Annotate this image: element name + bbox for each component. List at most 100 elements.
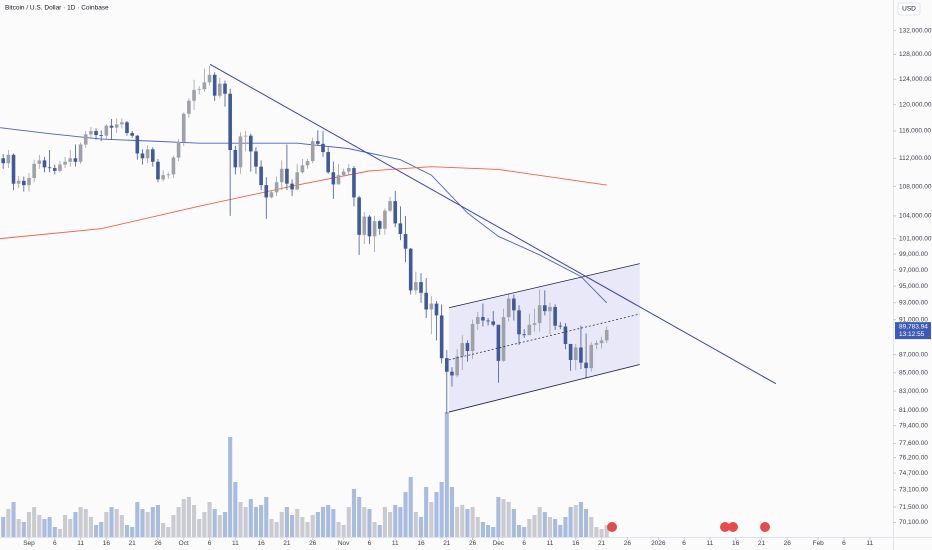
event-icon[interactable] bbox=[760, 522, 770, 532]
event-icon[interactable] bbox=[728, 522, 738, 532]
x-tick-label: 6 bbox=[682, 540, 686, 547]
volume-bar bbox=[186, 497, 191, 537]
candle-body bbox=[563, 326, 568, 344]
volume-bar bbox=[135, 502, 140, 537]
candle-body bbox=[553, 306, 557, 326]
candle-body bbox=[429, 303, 434, 310]
candle-body bbox=[604, 329, 609, 341]
volume-bar bbox=[465, 509, 470, 537]
volume-bar bbox=[537, 507, 542, 537]
volume-bar bbox=[382, 507, 387, 537]
event-icons[interactable] bbox=[607, 522, 770, 532]
volume-bar bbox=[346, 507, 351, 537]
event-icon[interactable] bbox=[607, 522, 617, 532]
volume-bar bbox=[140, 509, 145, 537]
x-tick-label: 11 bbox=[866, 540, 873, 547]
x-tick-label: Dec bbox=[493, 540, 505, 547]
currency: USD bbox=[902, 6, 916, 13]
candle-body bbox=[37, 160, 42, 164]
volume-bar bbox=[238, 502, 243, 537]
volume-bar bbox=[429, 502, 434, 537]
candle-body bbox=[543, 305, 547, 312]
volume-bar bbox=[516, 525, 522, 537]
candle-body bbox=[491, 321, 496, 325]
candle-body bbox=[486, 320, 490, 322]
candle-body bbox=[506, 298, 511, 318]
volume-bar bbox=[197, 519, 202, 537]
volume-bar bbox=[259, 505, 264, 537]
x-tick-label: Sep bbox=[23, 540, 35, 547]
volume-bar bbox=[73, 512, 78, 537]
volume-bar bbox=[166, 527, 171, 537]
volume-bar bbox=[558, 525, 563, 537]
candle-body bbox=[264, 185, 269, 198]
candle-body bbox=[532, 323, 537, 325]
volume-bar bbox=[161, 523, 166, 537]
candle-body bbox=[68, 158, 73, 162]
candle-body bbox=[243, 135, 248, 137]
volume-bar bbox=[553, 519, 558, 537]
candle-body bbox=[579, 347, 583, 363]
volume-bar bbox=[527, 519, 532, 537]
y-tick-label: 97,000.00 bbox=[899, 267, 928, 274]
volume-bar bbox=[439, 482, 444, 537]
volume-bar bbox=[124, 525, 130, 537]
volume-bar bbox=[150, 507, 155, 537]
candle-body bbox=[450, 371, 454, 376]
candle-body bbox=[181, 113, 186, 142]
volume-bar bbox=[315, 512, 320, 537]
currency-box[interactable] bbox=[897, 2, 921, 16]
candle-body bbox=[408, 248, 413, 291]
volume-bar bbox=[181, 499, 186, 537]
event-icon[interactable] bbox=[720, 522, 730, 532]
volume-bar bbox=[491, 527, 496, 537]
volume-bar bbox=[253, 507, 259, 537]
volume-bar bbox=[470, 507, 475, 537]
chart-title: Bitcoin / U.S. Dollar · 1D · Coinbase bbox=[5, 5, 109, 12]
candle-body bbox=[475, 317, 480, 324]
x-tick-label: 6 bbox=[368, 540, 372, 547]
y-tick-label: 104,000.00 bbox=[899, 213, 932, 220]
y-tick-label: 91,000.00 bbox=[899, 316, 928, 323]
candle-body bbox=[300, 165, 305, 173]
volume-bar bbox=[284, 507, 289, 537]
x-tick-label: 26 bbox=[784, 540, 792, 547]
volume-bar bbox=[57, 529, 63, 537]
volume-bar bbox=[393, 505, 398, 537]
candle-body bbox=[316, 141, 320, 144]
candle-body bbox=[434, 303, 439, 316]
candle-body bbox=[568, 343, 573, 360]
y-tick-label: 74,700.00 bbox=[899, 470, 928, 477]
candle-body bbox=[63, 161, 67, 165]
candle-body bbox=[305, 161, 310, 166]
candle-body bbox=[218, 83, 222, 96]
volume-bar bbox=[434, 492, 439, 537]
volume-bar bbox=[496, 497, 501, 537]
volume-bar bbox=[78, 507, 83, 537]
candle-body bbox=[481, 317, 485, 321]
candle-body bbox=[362, 216, 367, 235]
volume-bar bbox=[248, 499, 253, 537]
candle-body bbox=[259, 166, 263, 186]
volume-bar bbox=[305, 522, 310, 537]
candle-body bbox=[27, 177, 31, 186]
volume-bar bbox=[289, 515, 295, 537]
y-tick-label: 112,000.00 bbox=[899, 155, 931, 162]
volume-bar bbox=[320, 507, 326, 537]
y-tick-label: 120,000.00 bbox=[899, 101, 932, 108]
candle-body bbox=[548, 306, 552, 312]
volume-bar bbox=[331, 509, 336, 537]
y-tick-label: 77,600.00 bbox=[899, 440, 928, 447]
volume-bar bbox=[475, 517, 480, 537]
volume-bar bbox=[243, 507, 248, 537]
x-tick-label: 16 bbox=[257, 540, 265, 547]
candle-body bbox=[248, 135, 253, 152]
candle-body bbox=[99, 135, 104, 136]
candle-body bbox=[357, 197, 361, 235]
candle-body bbox=[383, 210, 387, 229]
candle-body bbox=[52, 168, 57, 171]
candle-body bbox=[114, 124, 119, 128]
x-tick-label: 21 bbox=[283, 540, 291, 547]
y-tick-label: 128,000.00 bbox=[899, 51, 932, 58]
candle-body bbox=[161, 175, 165, 180]
